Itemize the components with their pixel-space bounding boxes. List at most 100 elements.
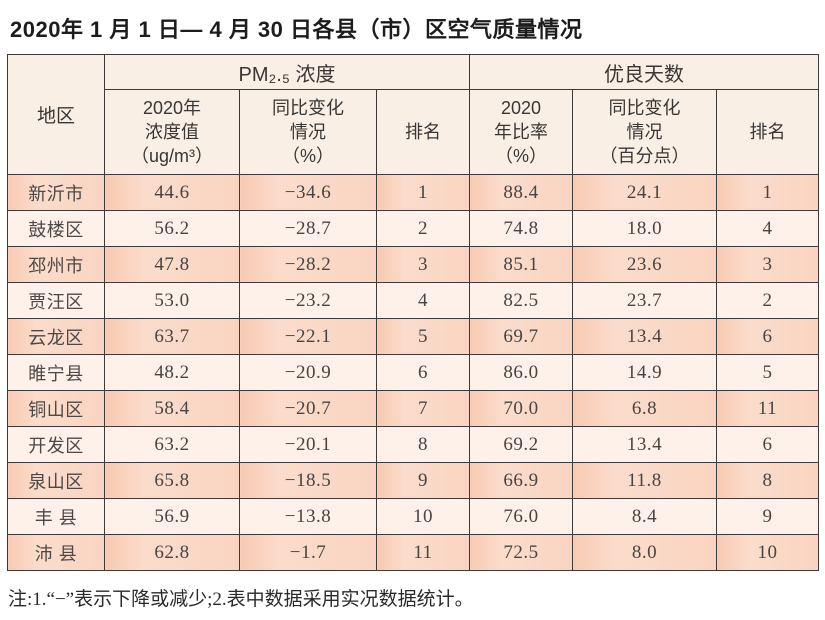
pm-rank-cell: 10	[375, 498, 471, 535]
region-cell: 新沂市	[7, 174, 105, 211]
col-header-pm-change: 同比变化 情况 （%）	[239, 89, 377, 175]
region-cell: 丰 县	[7, 498, 105, 535]
pm-value-cell: 63.7	[104, 318, 240, 355]
good-rank-cell: 10	[716, 534, 820, 571]
pm-value-cell: 48.2	[104, 354, 240, 391]
good-rate-cell: 69.7	[469, 318, 574, 355]
good-rank-cell: 4	[716, 210, 820, 247]
region-cell: 云龙区	[7, 318, 105, 355]
pm-rank-cell: 5	[375, 318, 471, 355]
pm-value-cell: 65.8	[104, 462, 240, 499]
group-header-pm25: PM₂.₅ 浓度	[103, 54, 471, 90]
region-cell: 贾汪区	[7, 282, 105, 319]
good-change-cell: 23.7	[572, 282, 718, 319]
pm-rank-cell: 6	[375, 354, 471, 391]
col-header-good-rate: 2020 年比率 （%）	[469, 89, 574, 175]
good-change-cell: 18.0	[572, 210, 718, 247]
footnote: 注:1.“−”表示下降或减少;2.表中数据采用实况数据统计。	[8, 589, 474, 610]
region-cell: 沛 县	[7, 534, 105, 571]
pm-change-cell: −34.6	[239, 174, 377, 211]
good-rate-cell: 88.4	[469, 174, 574, 211]
pm-rank-cell: 11	[375, 534, 471, 571]
table-header: 地区 PM₂.₅ 浓度 优良天数 2020年 浓度值 （ug/m³） 同比变化 …	[7, 54, 820, 175]
good-change-cell: 8.0	[572, 534, 718, 571]
pm-rank-cell: 9	[375, 462, 471, 499]
table-row: 鼓楼区 56.2 −28.7 2 74.8 18.0 4	[7, 210, 820, 247]
group-header-row: 地区 PM₂.₅ 浓度 优良天数	[7, 54, 820, 175]
table-row: 丰 县 56.9 −13.8 10 76.0 8.4 9	[7, 498, 820, 535]
good-change-cell: 11.8	[572, 462, 718, 499]
region-cell: 铜山区	[7, 390, 105, 427]
good-rate-cell: 74.8	[469, 210, 574, 247]
pm-change-cell: −28.7	[239, 210, 377, 247]
table-row: 沛 县 62.8 −1.7 11 72.5 8.0 10	[7, 534, 820, 571]
pm-rank-cell: 8	[375, 426, 471, 463]
col-header-region: 地区	[7, 54, 105, 175]
good-rate-cell: 70.0	[469, 390, 574, 427]
good-change-cell: 6.8	[572, 390, 718, 427]
good-rank-cell: 6	[716, 318, 820, 355]
good-rank-cell: 6	[716, 426, 820, 463]
region-cell: 睢宁县	[7, 354, 105, 391]
pm-rank-cell: 7	[375, 390, 471, 427]
good-rank-cell: 2	[716, 282, 820, 319]
pm-rank-cell: 1	[375, 174, 471, 211]
good-rank-cell: 11	[716, 390, 820, 427]
region-cell: 邳州市	[7, 246, 105, 283]
good-rate-cell: 86.0	[469, 354, 574, 391]
table-row: 贾汪区 53.0 −23.2 4 82.5 23.7 2	[7, 282, 820, 319]
pm-value-cell: 56.9	[104, 498, 240, 535]
good-change-cell: 24.1	[572, 174, 718, 211]
pm-value-cell: 47.8	[104, 246, 240, 283]
table-body: 新沂市 44.6 −34.6 1 88.4 24.1 1 鼓楼区 56.2 −2…	[7, 174, 820, 571]
good-rank-cell: 5	[716, 354, 820, 391]
col-header-pm-rank: 排名	[375, 89, 471, 175]
good-rate-cell: 66.9	[469, 462, 574, 499]
sub-header-row: 2020年 浓度值 （ug/m³） 同比变化 情况 （%） 排名 2020 年比…	[8, 89, 820, 175]
table-row: 睢宁县 48.2 −20.9 6 86.0 14.9 5	[7, 354, 820, 391]
good-rank-cell: 3	[716, 246, 820, 283]
region-cell: 鼓楼区	[7, 210, 105, 247]
table-row: 云龙区 63.7 −22.1 5 69.7 13.4 6	[7, 318, 820, 355]
col-header-good-change: 同比变化 情况 （百分点）	[572, 89, 718, 175]
good-rank-cell: 8	[716, 462, 820, 499]
good-change-cell: 13.4	[572, 318, 718, 355]
pm-change-cell: −20.7	[239, 390, 377, 427]
table-row: 铜山区 58.4 −20.7 7 70.0 6.8 11	[7, 390, 820, 427]
good-rate-cell: 69.2	[469, 426, 574, 463]
pm-change-cell: −18.5	[239, 462, 377, 499]
good-change-cell: 14.9	[572, 354, 718, 391]
air-quality-table: 地区 PM₂.₅ 浓度 优良天数 2020年 浓度值 （ug/m³） 同比变化 …	[7, 54, 820, 571]
col-header-good-rank: 排名	[716, 89, 820, 175]
pm-rank-cell: 4	[375, 282, 471, 319]
pm-change-cell: −22.1	[239, 318, 377, 355]
pm-value-cell: 58.4	[104, 390, 240, 427]
region-cell: 泉山区	[7, 462, 105, 499]
good-rank-cell: 9	[716, 498, 820, 535]
good-rate-cell: 82.5	[469, 282, 574, 319]
page-title: 2020年 1 月 1 日— 4 月 30 日各县（市）区空气质量情况	[10, 17, 583, 42]
pm-rank-cell: 2	[375, 210, 471, 247]
good-change-cell: 23.6	[572, 246, 718, 283]
col-header-pm-value: 2020年 浓度值 （ug/m³）	[104, 89, 240, 175]
group-header-good-days: 优良天数	[469, 54, 820, 90]
table-row: 新沂市 44.6 −34.6 1 88.4 24.1 1	[7, 174, 820, 211]
pm-change-cell: −20.1	[239, 426, 377, 463]
pm-rank-cell: 3	[375, 246, 471, 283]
pm-change-cell: −23.2	[239, 282, 377, 319]
good-change-cell: 8.4	[572, 498, 718, 535]
good-rank-cell: 1	[716, 174, 820, 211]
table-row: 开发区 63.2 −20.1 8 69.2 13.4 6	[7, 426, 820, 463]
pm-change-cell: −20.9	[239, 354, 377, 391]
good-change-cell: 13.4	[572, 426, 718, 463]
region-cell: 开发区	[7, 426, 105, 463]
pm-change-cell: −1.7	[239, 534, 377, 571]
pm-change-cell: −13.8	[239, 498, 377, 535]
pm-value-cell: 53.0	[104, 282, 240, 319]
good-rate-cell: 85.1	[469, 246, 574, 283]
table-row: 邳州市 47.8 −28.2 3 85.1 23.6 3	[7, 246, 820, 283]
table-row: 泉山区 65.8 −18.5 9 66.9 11.8 8	[7, 462, 820, 499]
good-rate-cell: 72.5	[469, 534, 574, 571]
good-rate-cell: 76.0	[469, 498, 574, 535]
